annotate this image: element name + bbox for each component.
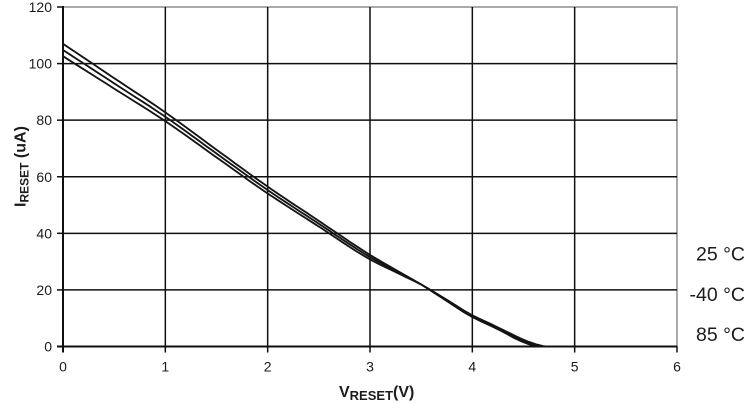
svg-text:4: 4: [468, 359, 476, 375]
svg-text:80: 80: [36, 112, 52, 128]
svg-text:40: 40: [36, 225, 52, 241]
svg-text:5: 5: [571, 359, 579, 375]
svg-text:1: 1: [161, 359, 169, 375]
svg-text:0: 0: [59, 359, 67, 375]
svg-text:0: 0: [44, 339, 52, 355]
svg-text:60: 60: [36, 169, 52, 185]
svg-text:IRESET (uA): IRESET (uA): [13, 126, 32, 207]
svg-text:VRESET(V): VRESET(V): [339, 384, 414, 403]
svg-text:6: 6: [673, 359, 681, 375]
svg-text:20: 20: [36, 282, 52, 298]
svg-text:-40 °C: -40 °C: [690, 284, 745, 306]
svg-text:85 °C: 85 °C: [696, 324, 745, 346]
svg-text:100: 100: [29, 56, 53, 72]
svg-text:2: 2: [264, 359, 272, 375]
svg-text:120: 120: [29, 0, 53, 15]
svg-text:3: 3: [366, 359, 374, 375]
svg-text:25 °C: 25 °C: [696, 243, 745, 265]
